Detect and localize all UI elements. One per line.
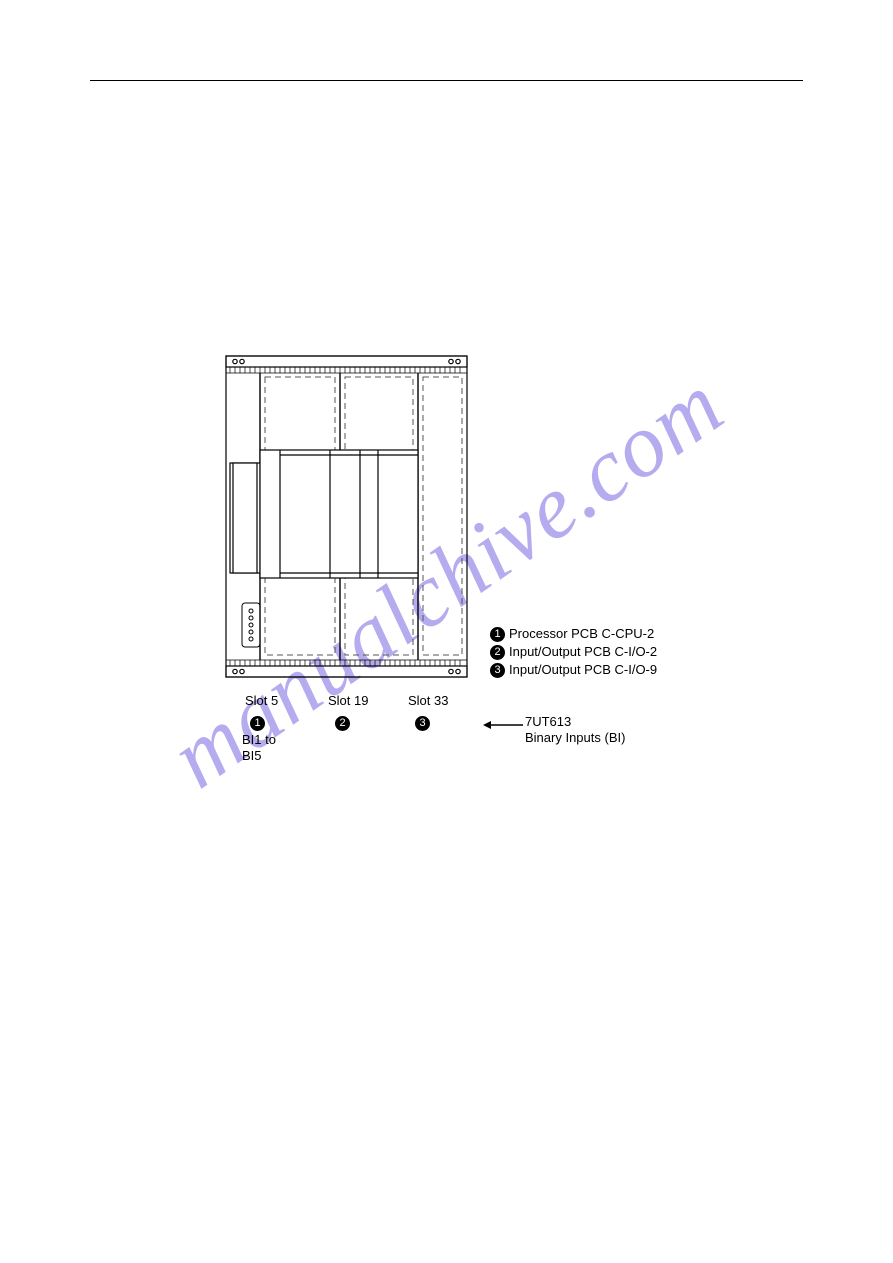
binary-input-range-label: BI1 to BI5 (242, 732, 276, 764)
page-root: manualchive.com (0, 0, 893, 1263)
legend-row-2: 2 Input/Output PCB C-I/O-2 (490, 643, 657, 661)
bi-line2: BI5 (242, 748, 262, 763)
legend-text-3: Input/Output PCB C-I/O-9 (509, 661, 657, 679)
bullet-1-icon: 1 (250, 716, 265, 731)
legend-bullet-1-icon: 1 (490, 627, 505, 642)
legend-text-2: Input/Output PCB C-I/O-2 (509, 643, 657, 661)
device-label-block: 7UT613 Binary Inputs (BI) (525, 714, 625, 746)
bullet-3-icon: 3 (415, 716, 430, 731)
device-name: 7UT613 (525, 714, 571, 729)
legend-bullet-3-icon: 3 (490, 663, 505, 678)
slot-label-2: Slot 19 (328, 693, 368, 708)
pcb-legend: 1 Processor PCB C-CPU-2 2 Input/Output P… (490, 625, 657, 679)
slot-label-1: Slot 5 (245, 693, 278, 708)
legend-row-3: 3 Input/Output PCB C-I/O-9 (490, 661, 657, 679)
slot-bullet-1: 1 (250, 715, 265, 733)
device-subtitle: Binary Inputs (BI) (525, 730, 625, 745)
header-divider (90, 80, 803, 81)
arrow-left-icon (483, 720, 523, 730)
slot-bullet-3: 3 (415, 715, 430, 733)
legend-text-1: Processor PCB C-CPU-2 (509, 625, 654, 643)
bullet-2-icon: 2 (335, 716, 350, 731)
legend-row-1: 1 Processor PCB C-CPU-2 (490, 625, 657, 643)
bi-line1: BI1 to (242, 732, 276, 747)
device-diagram-svg (225, 355, 468, 678)
device-diagram (225, 355, 468, 683)
slot-label-3: Slot 33 (408, 693, 448, 708)
slot-bullet-2: 2 (335, 715, 350, 733)
legend-bullet-2-icon: 2 (490, 645, 505, 660)
